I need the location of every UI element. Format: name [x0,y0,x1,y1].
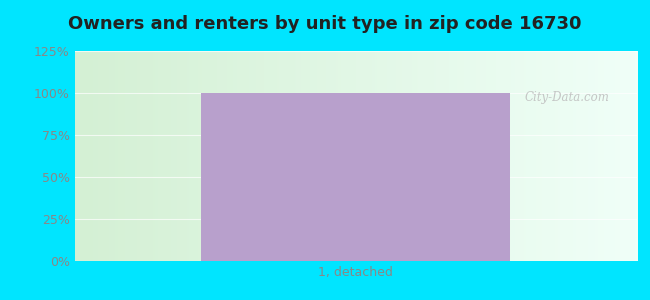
Bar [202,93,510,261]
Text: Owners and renters by unit type in zip code 16730: Owners and renters by unit type in zip c… [68,15,582,33]
Text: City-Data.com: City-Data.com [525,91,610,104]
